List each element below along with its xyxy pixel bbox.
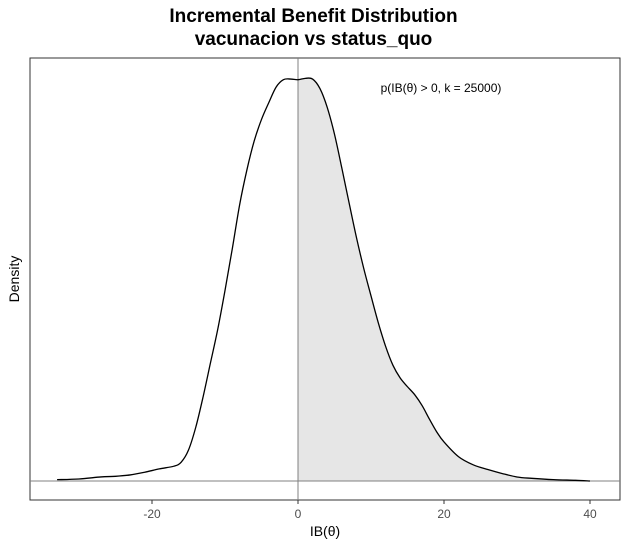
chart-title: Incremental Benefit Distribution xyxy=(169,6,458,27)
plot-panel xyxy=(29,57,621,501)
shaded-area-positive xyxy=(298,78,590,482)
x-axis-ticks: -20 0 20 40 xyxy=(143,500,597,521)
x-tick-label: -20 xyxy=(143,507,161,521)
chart-subtitle: vacunacion vs status_quo xyxy=(194,29,433,50)
chart-title-block: Incremental Benefit Distribution vacunac… xyxy=(0,5,627,51)
density-curve xyxy=(57,77,591,482)
x-tick-label: 0 xyxy=(295,507,302,521)
y-axis-title: Density xyxy=(6,256,22,303)
x-tick-label: 40 xyxy=(583,507,597,521)
probability-annotation: p(IB(θ) > 0, k = 25000) xyxy=(381,81,502,95)
x-axis-title: IB(θ) xyxy=(310,523,340,539)
x-tick-label: 20 xyxy=(437,507,451,521)
